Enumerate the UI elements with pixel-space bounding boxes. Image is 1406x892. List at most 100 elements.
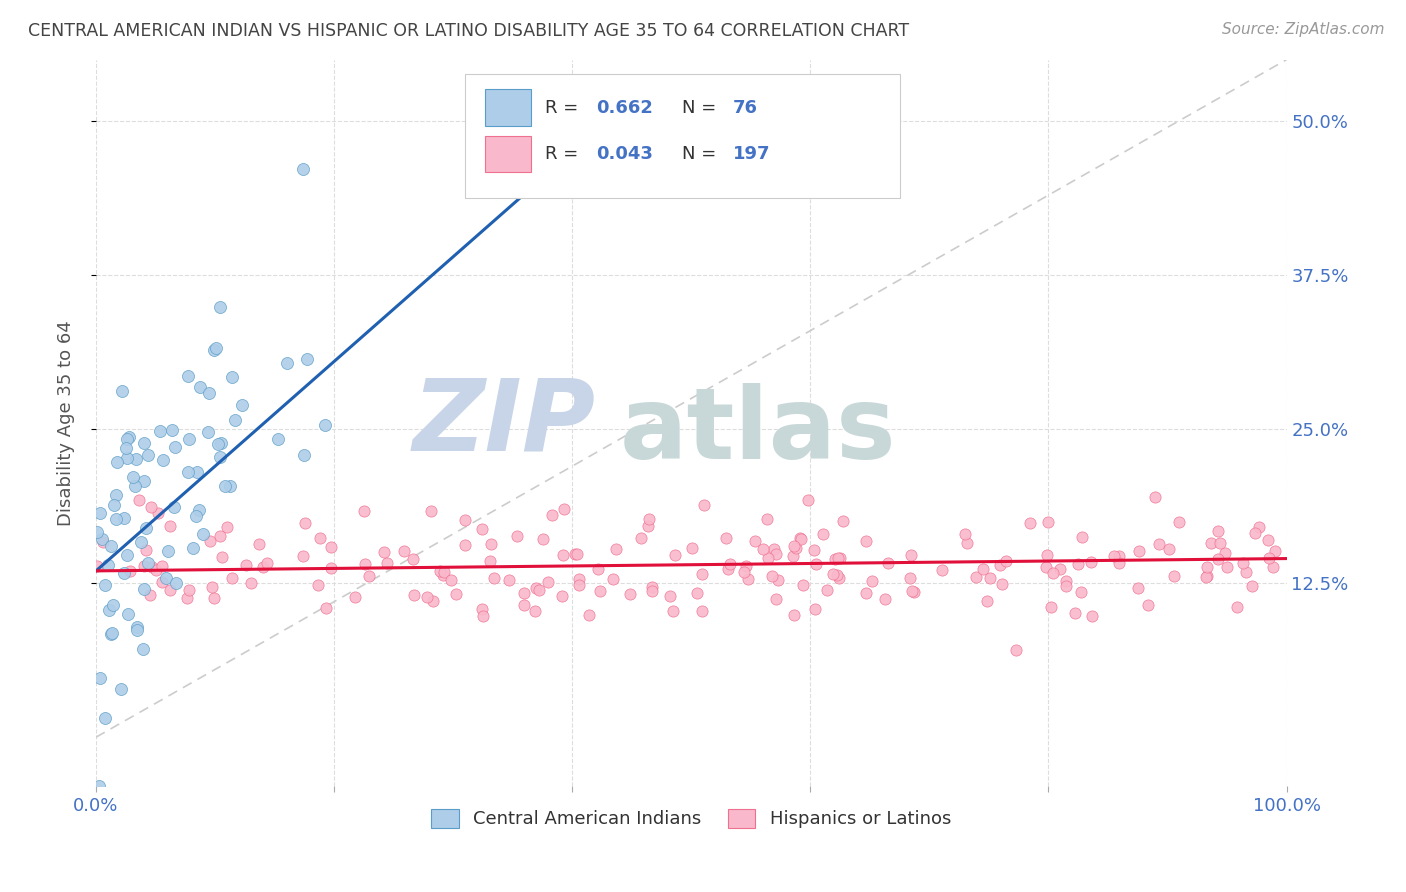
Point (100, 539, 122, 553)
Point (761, 569, 783, 583)
Point (765, 547, 787, 561)
Point (1264, 544, 1286, 558)
Point (1201, 535, 1223, 549)
Point (637, 518, 659, 533)
Text: 197: 197 (733, 145, 770, 163)
Point (292, 162, 315, 177)
Point (498, 574, 520, 588)
Point (132, 474, 155, 488)
Point (1247, 519, 1270, 533)
Point (529, 582, 551, 597)
Point (763, 541, 786, 556)
Point (690, 567, 713, 582)
Point (790, 532, 813, 546)
Point (524, 604, 547, 618)
Point (991, 576, 1014, 591)
Point (693, 498, 716, 512)
Point (179, 433, 201, 447)
Point (1035, 559, 1057, 574)
Text: 0.043: 0.043 (596, 145, 652, 163)
Point (150, 558, 173, 573)
Point (641, 580, 664, 594)
Point (145, 563, 167, 577)
Point (1168, 515, 1191, 529)
Point (540, 508, 562, 522)
Point (898, 571, 921, 585)
Point (214, 479, 236, 493)
Point (589, 583, 612, 598)
Point (990, 558, 1012, 572)
Point (373, 545, 395, 559)
Point (471, 522, 494, 536)
Point (454, 538, 477, 552)
Point (201, 580, 224, 594)
Point (1054, 574, 1077, 588)
Point (1005, 642, 1028, 657)
Point (1147, 537, 1170, 551)
Text: ZIP: ZIP (413, 375, 596, 472)
Point (1226, 600, 1249, 615)
Point (163, 500, 186, 514)
Point (122, 470, 145, 484)
Point (402, 551, 425, 566)
Point (186, 465, 208, 479)
Point (319, 541, 342, 555)
Point (965, 570, 987, 584)
Point (662, 604, 685, 618)
Point (239, 575, 262, 590)
Point (129, 534, 152, 549)
Point (578, 607, 600, 622)
Point (209, 435, 232, 450)
Point (1108, 549, 1130, 563)
Point (112, 566, 135, 580)
Point (202, 591, 225, 606)
Point (568, 578, 591, 592)
Point (692, 604, 714, 618)
Point (752, 541, 775, 556)
Point (755, 512, 778, 526)
Point (804, 602, 827, 616)
Point (132, 642, 155, 657)
Point (375, 556, 398, 570)
Point (823, 566, 845, 581)
Point (472, 609, 495, 624)
Point (190, 380, 212, 394)
Point (149, 425, 172, 439)
Point (1216, 559, 1239, 574)
Point (956, 535, 979, 549)
Point (782, 549, 804, 563)
Point (1070, 584, 1092, 599)
Point (1128, 543, 1150, 558)
Point (308, 532, 330, 546)
Point (267, 432, 290, 446)
Point (828, 551, 851, 566)
Point (1240, 579, 1263, 593)
Point (357, 569, 380, 583)
Point (733, 566, 755, 580)
Point (824, 552, 846, 566)
Point (98, 602, 121, 616)
Point (1136, 599, 1159, 613)
Point (432, 567, 454, 582)
Point (1261, 559, 1284, 574)
Point (903, 584, 925, 599)
Point (139, 500, 162, 515)
Point (139, 588, 162, 602)
Point (136, 556, 159, 570)
Text: Source: ZipAtlas.com: Source: ZipAtlas.com (1222, 22, 1385, 37)
Point (1206, 551, 1229, 566)
Point (901, 584, 924, 599)
Point (125, 623, 148, 637)
Point (136, 449, 159, 463)
Point (197, 425, 219, 440)
Point (537, 574, 560, 589)
Point (641, 583, 664, 598)
Text: R =: R = (546, 99, 583, 117)
Point (931, 563, 953, 577)
Text: N =: N = (682, 99, 721, 117)
Point (176, 591, 198, 605)
Point (433, 565, 456, 579)
Legend: Central American Indians, Hispanics or Latinos: Central American Indians, Hispanics or L… (425, 802, 959, 836)
Point (295, 351, 318, 366)
Point (89, 506, 111, 520)
